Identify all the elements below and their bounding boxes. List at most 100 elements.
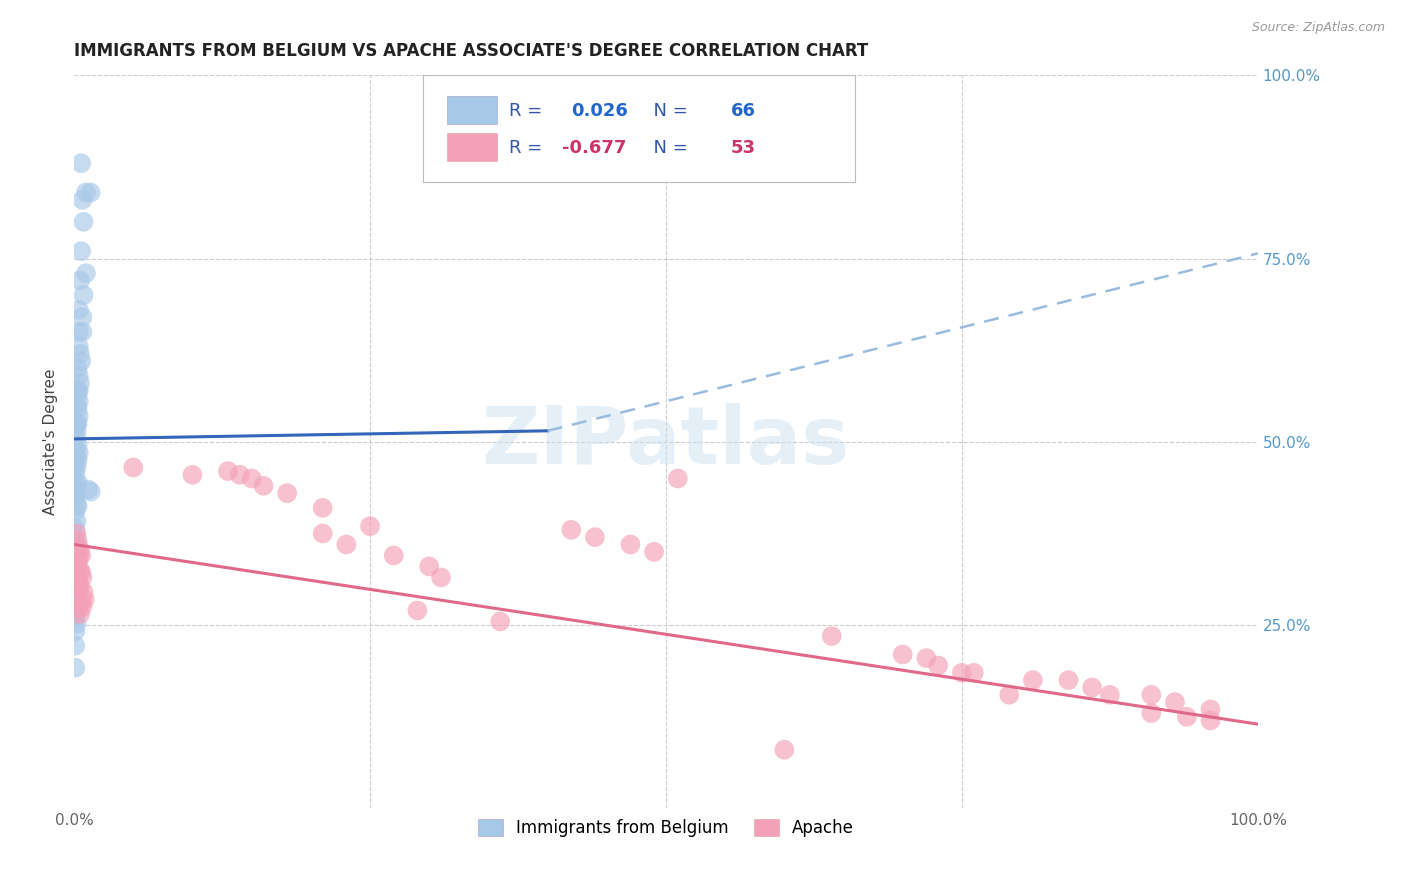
Point: [69, 563, 91, 577]
Point: [65, 420, 87, 434]
Point: [65, 529, 87, 543]
Point: [67, 602, 90, 616]
Point: [67, 578, 90, 592]
FancyBboxPatch shape: [423, 75, 855, 182]
Point: [66, 475, 89, 490]
Text: IMMIGRANTS FROM BELGIUM VS APACHE ASSOCIATE'S DEGREE CORRELATION CHART: IMMIGRANTS FROM BELGIUM VS APACHE ASSOCI…: [75, 42, 869, 60]
Point: [1140, 706, 1163, 720]
Point: [217, 464, 239, 478]
Point: [72, 310, 94, 325]
Point: [666, 471, 689, 485]
Point: [821, 629, 844, 643]
Point: [67, 446, 90, 460]
Point: [66, 453, 89, 467]
Point: [1081, 681, 1104, 695]
Point: [69, 607, 91, 621]
Text: N =: N =: [643, 102, 693, 120]
Bar: [447, 133, 496, 161]
Point: [66, 595, 89, 609]
Point: [335, 537, 357, 551]
Point: [67, 541, 90, 556]
Point: [276, 486, 298, 500]
Point: [773, 743, 796, 757]
Point: [79, 186, 101, 200]
Point: [66, 384, 89, 398]
Point: [240, 471, 263, 485]
Point: [65, 558, 87, 572]
Point: [1199, 702, 1222, 716]
Text: 53: 53: [731, 139, 756, 157]
Point: [67, 339, 90, 353]
Point: [67, 409, 90, 424]
Point: [72, 193, 94, 207]
Point: [65, 497, 87, 511]
Bar: [447, 96, 496, 124]
Point: [67, 384, 90, 398]
Point: [66, 387, 89, 401]
Point: [65, 514, 87, 528]
Point: [65, 521, 87, 535]
Point: [65, 609, 87, 624]
Point: [312, 500, 335, 515]
Point: [66, 556, 89, 570]
Point: [1175, 710, 1198, 724]
Point: [65, 624, 87, 638]
Point: [312, 526, 335, 541]
Point: [891, 648, 914, 662]
Point: [69, 376, 91, 391]
Point: [927, 658, 949, 673]
Point: [79, 484, 101, 499]
Point: [359, 519, 381, 533]
Point: [229, 467, 252, 482]
Point: [66, 417, 89, 431]
Text: R =: R =: [509, 102, 547, 120]
Point: [66, 573, 89, 587]
Point: [65, 450, 87, 464]
Point: [70, 595, 93, 609]
Point: [1199, 714, 1222, 728]
Point: [122, 460, 145, 475]
Point: [73, 592, 96, 607]
Point: [72, 585, 94, 599]
Text: ZIPatlas: ZIPatlas: [482, 403, 851, 481]
Point: [72, 325, 94, 339]
Point: [75, 186, 97, 200]
Point: [66, 533, 89, 548]
Point: [382, 549, 405, 563]
Point: [1140, 688, 1163, 702]
Point: [65, 578, 87, 592]
Point: [252, 479, 274, 493]
Point: [70, 244, 93, 259]
Point: [66, 500, 89, 514]
Point: [65, 587, 87, 601]
Point: [66, 361, 89, 376]
Point: [65, 616, 87, 631]
Point: [70, 549, 93, 563]
Point: [950, 665, 973, 680]
Point: [65, 460, 87, 475]
Point: [65, 431, 87, 445]
Point: [67, 394, 90, 409]
Point: [406, 603, 429, 617]
Point: [69, 273, 91, 287]
Point: [643, 545, 665, 559]
Point: [75, 266, 97, 280]
Point: [560, 523, 582, 537]
Point: [72, 215, 94, 229]
Point: [1057, 673, 1080, 687]
Point: [72, 288, 94, 302]
Legend: Immigrants from Belgium, Apache: Immigrants from Belgium, Apache: [471, 813, 860, 844]
Point: [181, 467, 204, 482]
Point: [489, 615, 512, 629]
Point: [66, 438, 89, 452]
Point: [65, 602, 87, 616]
Point: [1164, 695, 1187, 709]
Point: [69, 580, 91, 594]
Point: [65, 398, 87, 412]
Point: [67, 302, 90, 317]
Point: [583, 530, 606, 544]
Point: [65, 441, 87, 455]
Point: [67, 325, 90, 339]
Text: N =: N =: [643, 139, 693, 157]
Point: [65, 417, 87, 431]
